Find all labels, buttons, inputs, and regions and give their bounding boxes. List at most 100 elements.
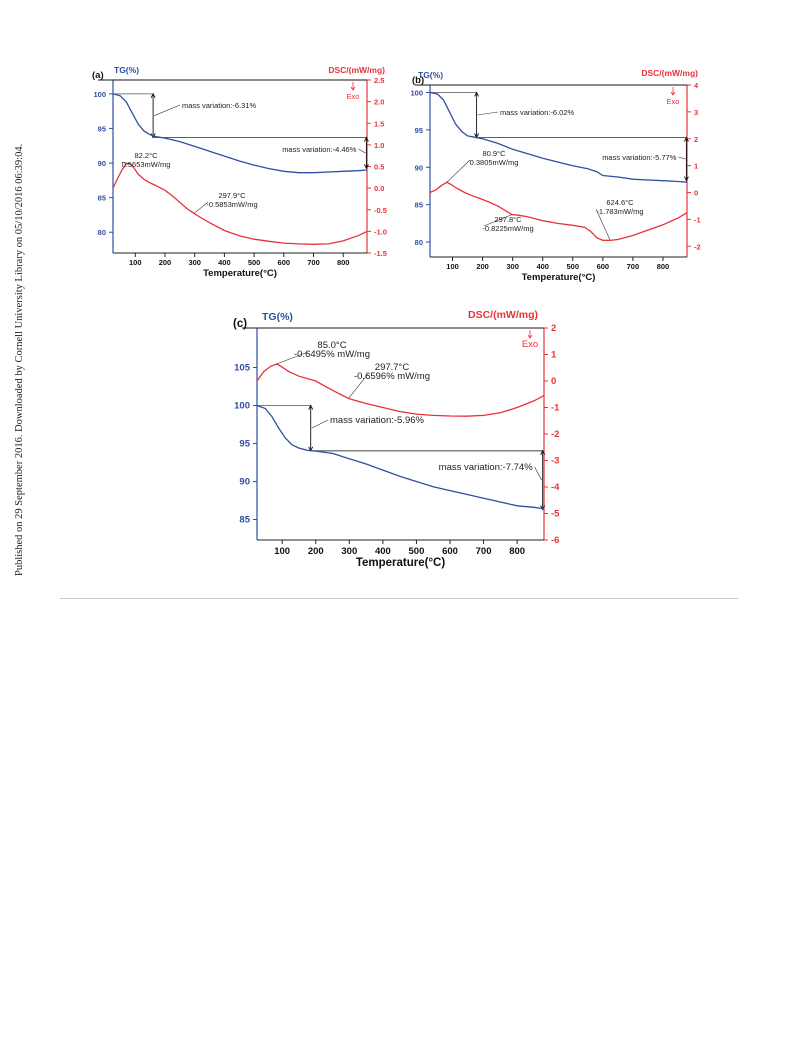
mass-variation-label: mass variation:-5.96% (330, 415, 425, 426)
x-tick-label: 200 (159, 258, 172, 267)
panel-label: (c) (233, 318, 247, 330)
x-tick-label: 400 (536, 262, 549, 271)
mass-label-leader (534, 466, 542, 481)
tg-tick-label: 100 (93, 90, 106, 99)
peak-temperature: 297.9°C (218, 191, 246, 200)
x-tick-label: 600 (597, 262, 610, 271)
x-tick-label: 100 (274, 546, 290, 557)
dsc-tick-label: 0 (551, 376, 556, 387)
x-tick-label: 400 (375, 546, 391, 557)
tg-tick-label: 90 (239, 476, 250, 487)
dsc-tick-label: 1 (694, 162, 698, 171)
dsc-tick-label: -2 (551, 429, 559, 440)
dsc-tick-label: -1.5 (374, 249, 387, 258)
x-tick-label: 100 (129, 258, 142, 267)
mass-step-arrowhead (364, 136, 369, 142)
peak-temperature: 624.6°C (606, 198, 634, 207)
peak-leader (446, 159, 471, 183)
peak-temperature: 82.2°C (134, 151, 158, 160)
peak-value: 0.5653mW/mg (122, 160, 171, 169)
peak-value: -0.6596% mW/mg (354, 371, 430, 382)
page-divider (60, 598, 738, 599)
x-tick-label: 500 (567, 262, 580, 271)
dsc-curve (112, 163, 368, 245)
tg-curve (112, 93, 368, 174)
peak-value: -1.783mW/mg (596, 207, 643, 216)
dsc-tick-label: -3 (551, 456, 559, 467)
dsc-tick-label: -6 (551, 535, 559, 546)
tg-curve (256, 404, 545, 510)
exo-label: Exo (522, 339, 538, 350)
tg-tick-label: 90 (415, 163, 423, 172)
x-tick-label: 800 (337, 258, 350, 267)
dsc-tick-label: 2 (551, 323, 556, 334)
dsc-tick-label: 1.0 (374, 141, 384, 150)
tg-tick-label: 95 (98, 124, 106, 133)
mass-step-arrowhead (150, 92, 156, 99)
dsc-tick-label: 2.0 (374, 98, 384, 107)
exo-label: Exo (347, 92, 360, 101)
peak-value: 0.3805mW/mg (470, 158, 519, 167)
mass-step-arrowhead (540, 449, 546, 455)
dsc-axis-label: DSC/(mW/mg) (641, 68, 698, 78)
peak-leader (348, 373, 369, 399)
tg-tick-label: 90 (98, 159, 106, 168)
dsc-tick-label: 3 (694, 108, 698, 117)
mass-label-leader (311, 419, 329, 429)
peak-value: -0.6495% mW/mg (294, 349, 370, 360)
mass-variation-label: mass variation:-6.02% (500, 108, 575, 117)
dsc-tick-label: 0 (694, 189, 698, 198)
dsc-curve (256, 363, 545, 417)
tg-tick-label: 80 (415, 238, 423, 247)
x-tick-label: 700 (307, 258, 320, 267)
x-tick-label: 500 (409, 546, 425, 557)
x-axis-label: Temperature(°C) (203, 268, 277, 279)
x-tick-label: 800 (657, 262, 670, 271)
tg-tick-label: 80 (98, 228, 106, 237)
mass-step-arrowhead (364, 164, 369, 170)
mass-label-leader (477, 111, 499, 116)
peak-value: -0.5853mW/mg (206, 200, 257, 209)
tg-tick-label: 95 (415, 126, 423, 135)
tg-tick-label: 85 (98, 194, 106, 203)
dsc-tick-label: 0.5 (374, 163, 384, 172)
dsc-tick-label: 1 (551, 350, 557, 361)
tg-tick-label: 105 (234, 363, 251, 374)
x-tick-label: 800 (509, 546, 525, 557)
x-tick-label: 400 (218, 258, 231, 267)
x-tick-label: 200 (308, 546, 324, 557)
x-tick-label: 700 (627, 262, 640, 271)
mass-step-arrowhead (474, 91, 479, 97)
dsc-tick-label: -2 (694, 242, 701, 251)
panel-label: (b) (412, 75, 424, 86)
exo-arrow-head (350, 86, 356, 91)
x-tick-label: 600 (278, 258, 291, 267)
x-tick-label: 600 (442, 546, 458, 557)
peak-leader (121, 161, 131, 164)
x-tick-label: 500 (248, 258, 261, 267)
exo-arrow-head (527, 334, 533, 339)
x-tick-label: 100 (446, 262, 459, 271)
dsc-tick-label: -1 (551, 403, 560, 414)
peak-leader (277, 351, 309, 365)
peak-temperature: 80.9°C (482, 149, 506, 158)
dsc-curve (429, 181, 688, 242)
x-tick-label: 200 (476, 262, 489, 271)
dsc-tick-label: -4 (551, 482, 560, 493)
dsc-tick-label: 2 (694, 135, 698, 144)
mass-variation-label: mass variation:-5.77% (602, 153, 677, 162)
tg-tick-label: 100 (410, 88, 423, 97)
mass-step-arrowhead (308, 404, 314, 410)
mass-step-arrowhead (683, 136, 689, 142)
dsc-tick-label: 4 (694, 81, 699, 90)
tg-axis-label: TG(%) (418, 70, 443, 80)
peak-temperature: 297.7°C (375, 362, 410, 373)
peak-leader (595, 208, 611, 241)
dsc-tick-label: -1.0 (374, 227, 387, 236)
x-tick-label: 300 (341, 546, 357, 557)
tg-axis-label: TG(%) (262, 311, 293, 323)
peak-leader (483, 214, 513, 227)
dsc-axis-label: DSC/(mW/mg) (468, 309, 538, 321)
mass-variation-label: mass variation:-4.46% (282, 145, 357, 154)
